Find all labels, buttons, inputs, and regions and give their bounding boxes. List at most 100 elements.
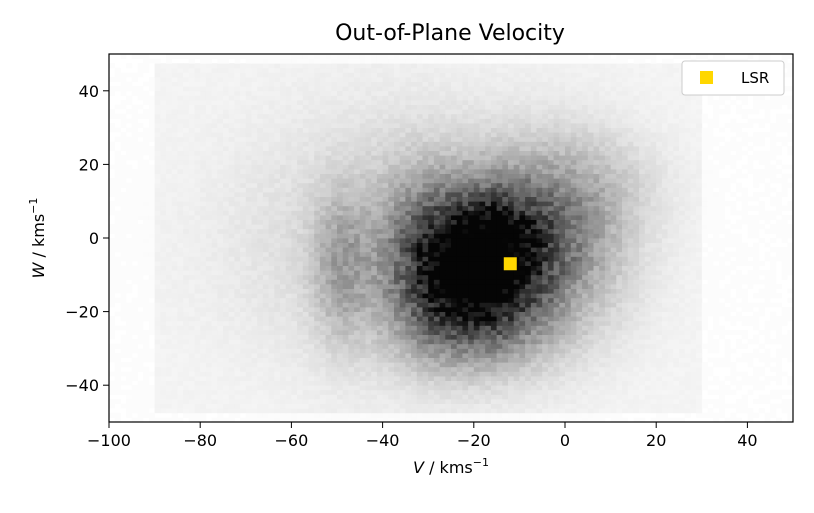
heatmap-cell xyxy=(690,366,697,372)
heatmap-cell xyxy=(701,311,708,317)
heatmap-cell xyxy=(251,270,258,276)
heatmap-cell xyxy=(758,270,765,276)
heatmap-cell xyxy=(679,334,686,340)
heatmap-cell xyxy=(268,385,275,391)
heatmap-cell xyxy=(604,219,611,225)
heatmap-cell xyxy=(496,224,503,230)
heatmap-cell xyxy=(587,297,594,303)
heatmap-cell xyxy=(468,389,475,395)
heatmap-cell xyxy=(696,242,703,248)
heatmap-cell xyxy=(331,376,338,381)
heatmap-cell xyxy=(587,408,594,414)
heatmap-cell xyxy=(661,297,668,303)
heatmap-cell xyxy=(656,316,663,322)
heatmap-cell xyxy=(319,242,326,248)
heatmap-cell xyxy=(633,297,640,303)
heatmap-cell xyxy=(462,242,469,248)
heatmap-cell xyxy=(171,320,178,326)
heatmap-cell xyxy=(764,376,771,381)
heatmap-cell xyxy=(126,224,133,230)
heatmap-cell xyxy=(536,261,543,266)
heatmap-cell xyxy=(627,251,634,257)
heatmap-cell xyxy=(177,265,184,271)
heatmap-cell xyxy=(234,371,241,377)
heatmap-cell xyxy=(416,297,423,303)
heatmap-cell xyxy=(228,274,235,280)
heatmap-cell xyxy=(536,284,543,289)
heatmap-cell xyxy=(262,399,269,404)
heatmap-cell xyxy=(314,362,321,368)
heatmap-cell xyxy=(308,408,315,414)
heatmap-cell xyxy=(137,261,144,266)
heatmap-cell xyxy=(433,270,440,276)
heatmap-cell xyxy=(701,261,708,266)
heatmap-cell xyxy=(519,412,526,418)
heatmap-cell xyxy=(268,302,275,308)
heatmap-cell xyxy=(593,247,600,253)
heatmap-cell xyxy=(388,371,395,377)
heatmap-cell xyxy=(211,238,218,243)
heatmap-cell xyxy=(348,293,355,299)
heatmap-cell xyxy=(262,408,269,414)
heatmap-cell xyxy=(126,353,133,358)
heatmap-cell xyxy=(696,357,703,363)
heatmap-cell xyxy=(490,256,497,262)
heatmap-cell xyxy=(724,357,731,363)
heatmap-cell xyxy=(188,219,195,225)
heatmap-cell xyxy=(502,399,509,404)
heatmap-cell xyxy=(525,339,532,345)
heatmap-cell xyxy=(496,366,503,372)
heatmap-cell xyxy=(194,316,201,322)
heatmap-cell xyxy=(639,247,646,253)
heatmap-cell xyxy=(479,334,486,340)
heatmap-cell xyxy=(553,247,560,253)
heatmap-cell xyxy=(285,403,292,409)
heatmap-cell xyxy=(610,316,617,322)
heatmap-cell xyxy=(422,270,429,276)
heatmap-cell xyxy=(371,403,378,409)
heatmap-cell xyxy=(496,311,503,317)
heatmap-cell xyxy=(257,270,264,276)
heatmap-cell xyxy=(205,288,212,294)
heatmap-cell xyxy=(496,261,503,266)
heatmap-cell xyxy=(468,357,475,363)
heatmap-cell xyxy=(622,389,629,395)
heatmap-cell xyxy=(787,357,794,363)
heatmap-cell xyxy=(348,320,355,326)
heatmap-cell xyxy=(775,251,782,257)
heatmap-cell xyxy=(696,274,703,280)
heatmap-cell xyxy=(530,265,537,271)
heatmap-cell xyxy=(445,334,452,340)
heatmap-cell xyxy=(656,394,663,400)
heatmap-cell xyxy=(217,408,224,414)
heatmap-cell xyxy=(171,343,178,349)
heatmap-cell xyxy=(394,320,401,326)
heatmap-cell xyxy=(610,348,617,354)
heatmap-cell xyxy=(770,302,777,308)
heatmap-cell xyxy=(399,412,406,418)
heatmap-cell xyxy=(525,247,532,253)
heatmap-cell xyxy=(502,325,509,331)
heatmap-cell xyxy=(177,389,184,395)
heatmap-cell xyxy=(280,219,287,225)
heatmap-cell xyxy=(394,403,401,409)
heatmap-cell xyxy=(496,270,503,276)
heatmap-cell xyxy=(565,293,572,299)
heatmap-cell xyxy=(508,334,515,340)
chart-title: Out-of-Plane Velocity xyxy=(335,21,565,46)
heatmap-cell xyxy=(274,371,281,377)
heatmap-cell xyxy=(126,256,133,262)
heatmap-cell xyxy=(456,228,463,234)
heatmap-cell xyxy=(451,403,458,409)
heatmap-cell xyxy=(707,412,714,418)
heatmap-cell xyxy=(274,219,281,225)
heatmap-cell xyxy=(525,233,532,239)
heatmap-cell xyxy=(365,385,372,391)
heatmap-cell xyxy=(325,330,332,335)
heatmap-cell xyxy=(428,343,435,349)
heatmap-cell xyxy=(120,233,127,239)
heatmap-cell xyxy=(519,343,526,349)
heatmap-cell xyxy=(376,348,383,354)
heatmap-cell xyxy=(200,399,207,404)
heatmap-cell xyxy=(775,233,782,239)
